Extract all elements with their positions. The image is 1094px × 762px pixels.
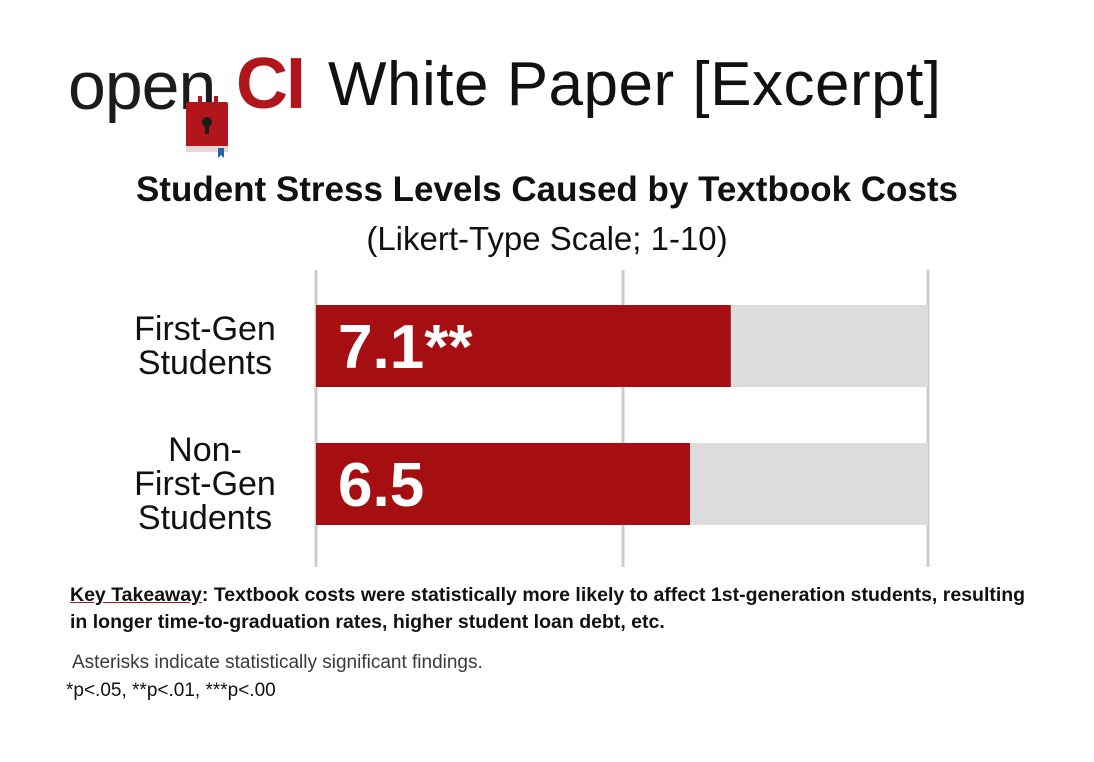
category-label-line: Non- xyxy=(168,431,242,469)
bar xyxy=(316,305,731,387)
key-takeaway-text: : Textbook costs were statistically more… xyxy=(70,584,1026,633)
chart-subtitle: (Likert-Type Scale; 1-10) xyxy=(366,220,728,257)
p-values-legend: *p<.05, **p<.01, ***p<.00 xyxy=(66,680,276,701)
key-takeaway-label: Key Takeaway xyxy=(70,584,202,606)
category-label: Non- First-Gen Students xyxy=(100,433,310,535)
header: open CI White Paper [Excerpt] xyxy=(68,46,1048,166)
logo-ci-text: CI xyxy=(236,44,306,124)
bar-chart: First-Gen Students Non- First-Gen Students 7… xyxy=(0,265,1094,575)
bar-value-label: 6.5 xyxy=(338,451,424,520)
category-label-line: Students xyxy=(137,344,273,382)
key-takeaway: Key Takeaway: Textbook costs were statis… xyxy=(70,582,1030,636)
chart-title: Student Stress Levels Caused by Textbook… xyxy=(135,170,959,209)
paper-title: White Paper [Excerpt] xyxy=(328,50,942,119)
bar xyxy=(316,443,690,525)
category-label-line: Students xyxy=(137,499,273,537)
book-lock-icon xyxy=(186,96,228,158)
bar-value-label: 7.1** xyxy=(338,313,473,382)
category-label: First-Gen Students xyxy=(100,312,310,380)
chart-plot: 7.1** 6.5 xyxy=(314,270,930,567)
category-label-line: First-Gen xyxy=(134,310,276,348)
asterisk-note: Asterisks indicate statistically signifi… xyxy=(72,652,483,673)
opencl-logo: open CI xyxy=(68,44,313,158)
category-label-line: First-Gen xyxy=(134,465,276,503)
